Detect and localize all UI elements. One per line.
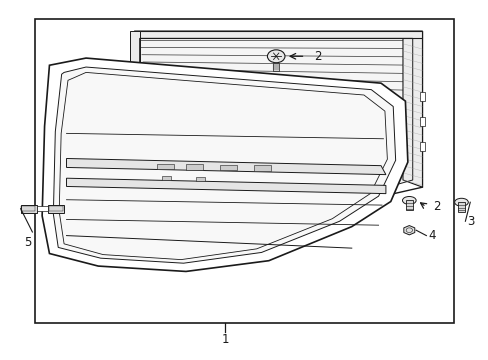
Bar: [157, 163, 173, 169]
Text: 2: 2: [313, 50, 321, 63]
Bar: [419, 142, 424, 151]
Polygon shape: [53, 67, 395, 263]
Polygon shape: [66, 178, 385, 194]
Circle shape: [267, 50, 285, 63]
Polygon shape: [130, 31, 140, 167]
Bar: [35, 19, 453, 323]
Bar: [457, 202, 464, 212]
Polygon shape: [66, 158, 385, 175]
Polygon shape: [42, 58, 407, 271]
Text: 3: 3: [467, 215, 474, 228]
Bar: [419, 117, 424, 126]
PathPatch shape: [140, 39, 412, 193]
Polygon shape: [20, 205, 37, 213]
Bar: [419, 92, 424, 101]
Text: 4: 4: [427, 229, 435, 242]
Bar: [195, 177, 205, 181]
Bar: [161, 176, 171, 180]
Bar: [48, 206, 62, 211]
Polygon shape: [135, 31, 422, 39]
Bar: [405, 200, 412, 211]
Ellipse shape: [402, 197, 415, 204]
Polygon shape: [402, 39, 422, 187]
Bar: [273, 63, 279, 71]
Text: 1: 1: [221, 333, 228, 346]
Text: 5: 5: [24, 236, 31, 249]
Polygon shape: [37, 206, 47, 211]
Polygon shape: [47, 205, 63, 213]
Bar: [254, 165, 271, 171]
Bar: [185, 164, 203, 170]
Polygon shape: [403, 226, 414, 235]
Bar: [220, 165, 237, 170]
Polygon shape: [130, 31, 422, 198]
Ellipse shape: [454, 198, 468, 206]
Text: 2: 2: [432, 201, 440, 213]
Bar: [21, 206, 35, 211]
